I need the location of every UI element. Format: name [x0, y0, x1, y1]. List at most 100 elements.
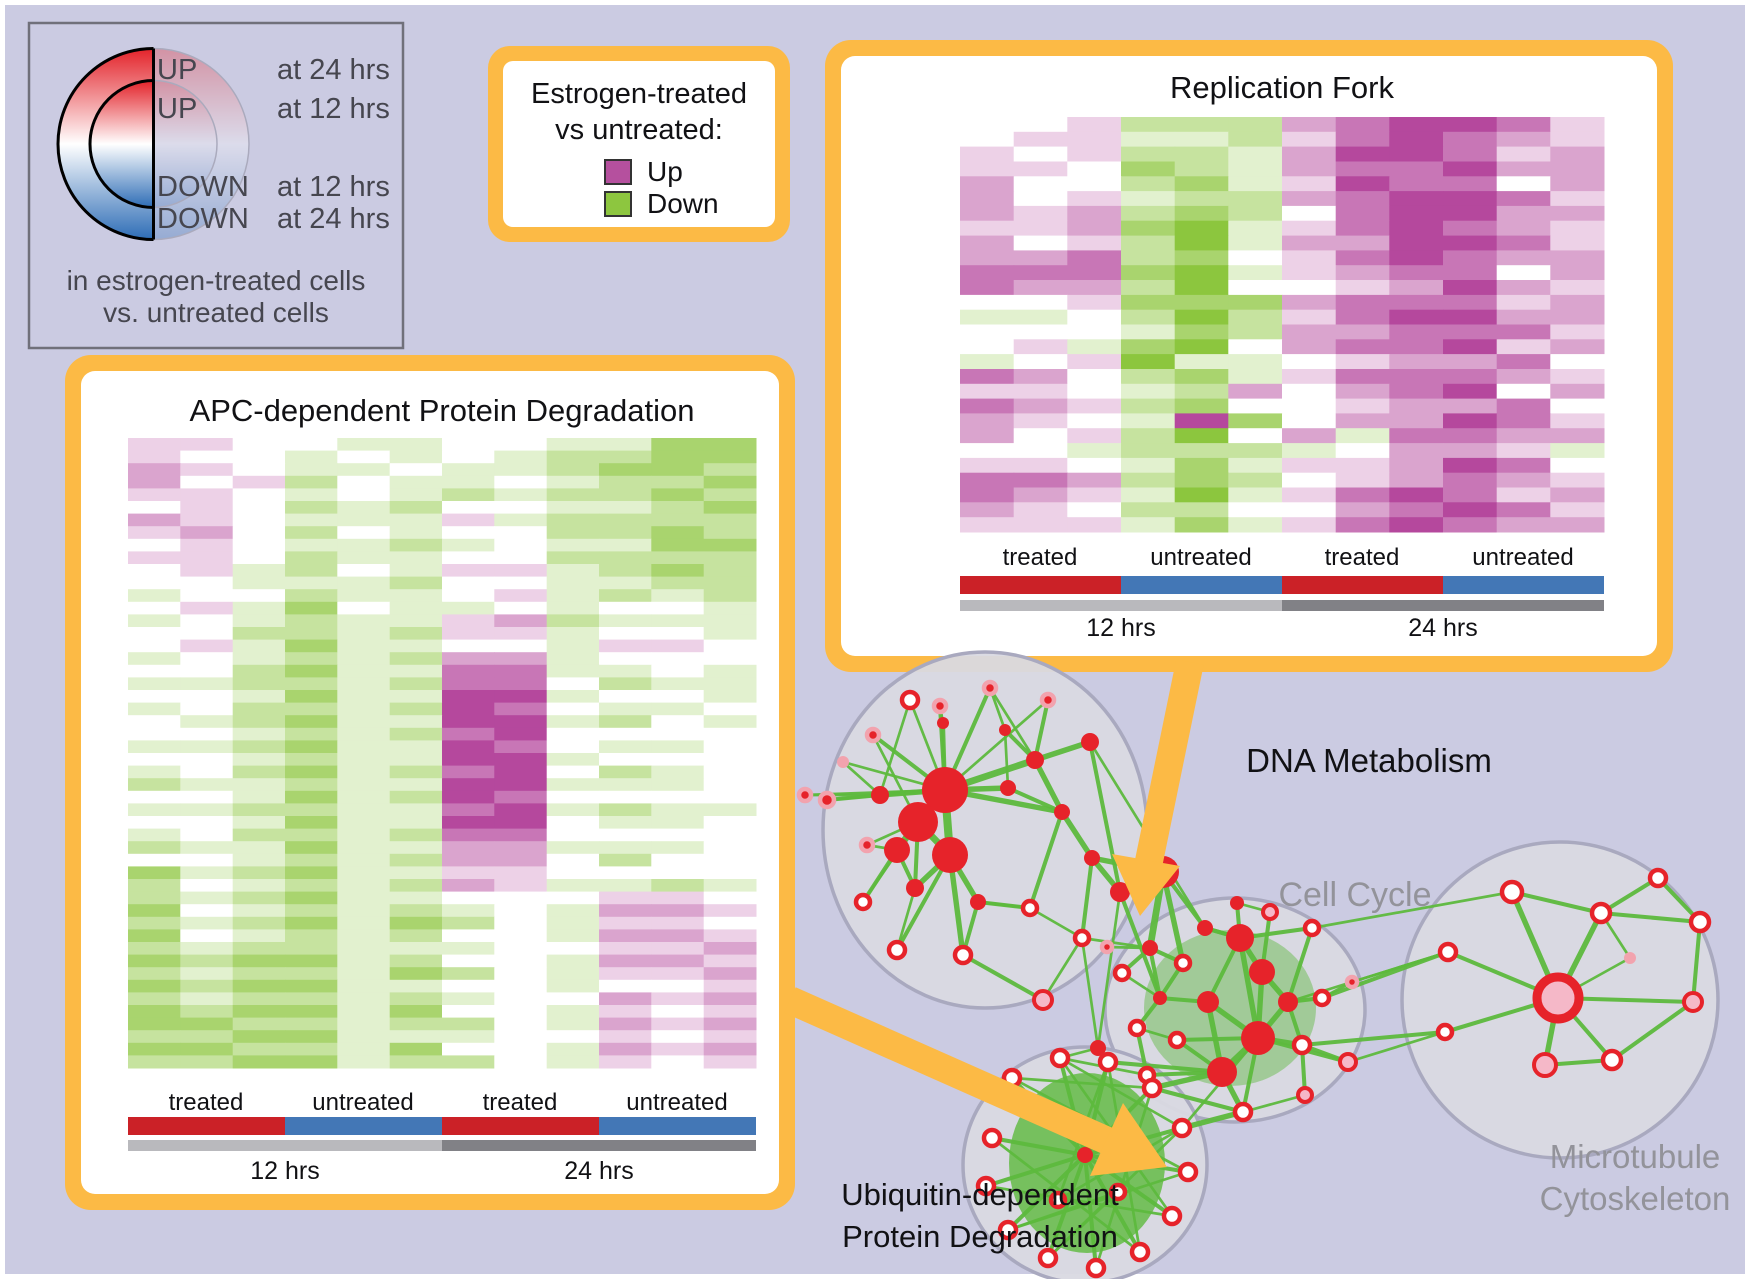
heatmap-cell — [180, 765, 234, 779]
heatmap-cell — [1067, 294, 1122, 311]
heatmap-cell — [389, 501, 443, 515]
heatmap-cell — [285, 538, 338, 552]
heatmap-cell — [599, 942, 652, 956]
heatmap-cell — [546, 790, 600, 804]
heatmap-cell — [651, 690, 705, 704]
heatmap-cell — [1013, 428, 1068, 444]
heatmap-cell — [1550, 339, 1605, 355]
heatmap-cell — [494, 438, 548, 452]
heatmap-cell — [599, 1055, 652, 1069]
down-swatch — [604, 191, 632, 217]
heatmap-cell — [651, 979, 705, 993]
heatmap-cell — [1282, 220, 1337, 236]
network-edge — [1005, 785, 1065, 815]
heatmap-cell — [180, 690, 234, 704]
apc-untreated12-bar — [285, 1117, 442, 1135]
heatmap-cell — [703, 501, 757, 515]
heatmap-cell — [1335, 176, 1390, 192]
heatmap-cell — [442, 463, 495, 477]
network-edge — [1059, 809, 1095, 861]
heatmap-cell — [651, 853, 705, 867]
heatmap-cell — [442, 538, 495, 552]
heatmap-cell — [703, 879, 757, 893]
heatmap-cell — [1443, 161, 1498, 177]
heatmap-cell — [128, 816, 181, 830]
heatmap-cell — [1013, 265, 1068, 281]
network-edge — [1080, 936, 1100, 1050]
heatmap-cell — [1174, 309, 1229, 325]
heatmap-cell — [180, 664, 234, 678]
heatmap-cell — [1174, 487, 1229, 503]
heatmap-cell — [389, 765, 443, 779]
heatmap-cell — [494, 614, 548, 628]
heatmap-cell — [337, 627, 391, 641]
heatmap-cell — [703, 564, 757, 578]
network-node-ring — [1312, 988, 1332, 1008]
heatmap-cell — [128, 954, 181, 968]
heatmap-cell — [494, 639, 548, 653]
heatmap-cell — [1282, 265, 1337, 281]
heatmap-cell — [389, 828, 443, 842]
heatmap-cell — [442, 652, 495, 666]
heatmap-cell — [1228, 220, 1283, 236]
heatmap-cell — [1335, 517, 1390, 533]
heatmap-cell — [1550, 502, 1605, 518]
heatmap-cell — [1067, 117, 1122, 133]
heatmap-cell — [1067, 354, 1122, 370]
heatmap-cell — [180, 967, 234, 981]
heatmap-cell — [180, 891, 234, 905]
heatmap-cell — [180, 627, 234, 641]
heatmap-cell — [1174, 220, 1229, 236]
heatmap-cell — [494, 564, 548, 578]
heatmap-cell — [1228, 191, 1283, 207]
heatmap-cell — [960, 161, 1015, 177]
heatmap-cell — [1496, 146, 1551, 162]
heatmap-cell — [1335, 413, 1390, 429]
network-node-ring — [1037, 1247, 1059, 1269]
heatmap-cell — [1121, 413, 1176, 429]
heatmap-cell — [651, 664, 705, 678]
heatmap-cell — [442, 967, 495, 981]
heatmap-cell — [703, 740, 757, 754]
heatmap-cell — [1013, 354, 1068, 370]
apc-treated24-bar — [442, 1117, 599, 1135]
apc-untreated24-bar — [599, 1117, 756, 1135]
heatmap-cell — [337, 1005, 391, 1019]
heatmap-cell — [337, 538, 391, 552]
heatmap-cell — [180, 879, 234, 893]
heatmap-cell — [1496, 369, 1551, 385]
heatmap-cell — [442, 450, 495, 464]
network-node-ring — [1108, 1182, 1128, 1202]
heatmap-cell — [1121, 146, 1176, 162]
heatmap-cell — [1335, 280, 1390, 296]
heatmap-cell — [599, 614, 652, 628]
heatmap-cell — [1550, 354, 1605, 370]
heatmap-cell — [494, 765, 548, 779]
heatmap-cell — [1228, 517, 1283, 533]
heatmap-cell — [442, 765, 495, 779]
heatmap-cell — [651, 513, 705, 527]
heatmap-cell — [651, 677, 705, 691]
heatmap-cell — [442, 740, 495, 754]
heatmap-cell — [1335, 339, 1390, 355]
heatmap-cell — [285, 929, 338, 943]
heatmap-cell — [180, 727, 234, 741]
heatmap-cell — [1228, 398, 1283, 414]
heatmap-cell — [337, 601, 391, 615]
heatmap-cell — [232, 677, 286, 691]
heatmap-cell — [1067, 309, 1122, 325]
heatmap-cell — [546, 942, 600, 956]
heatmap-cell — [1496, 280, 1551, 296]
network-node-halo — [796, 786, 814, 804]
heatmap-cell — [960, 117, 1015, 133]
heatmap-cell — [128, 942, 181, 956]
heatmap-cell — [546, 538, 600, 552]
network-edge — [1094, 1086, 1154, 1270]
heatmap-cell — [389, 715, 443, 729]
network-node-ring — [1171, 1117, 1193, 1139]
heatmap-cell — [494, 979, 548, 993]
heatmap-cell — [1389, 235, 1444, 251]
network-node-red — [1026, 751, 1044, 769]
heatmap-cell — [337, 526, 391, 540]
heatmap-cell — [337, 1030, 391, 1044]
